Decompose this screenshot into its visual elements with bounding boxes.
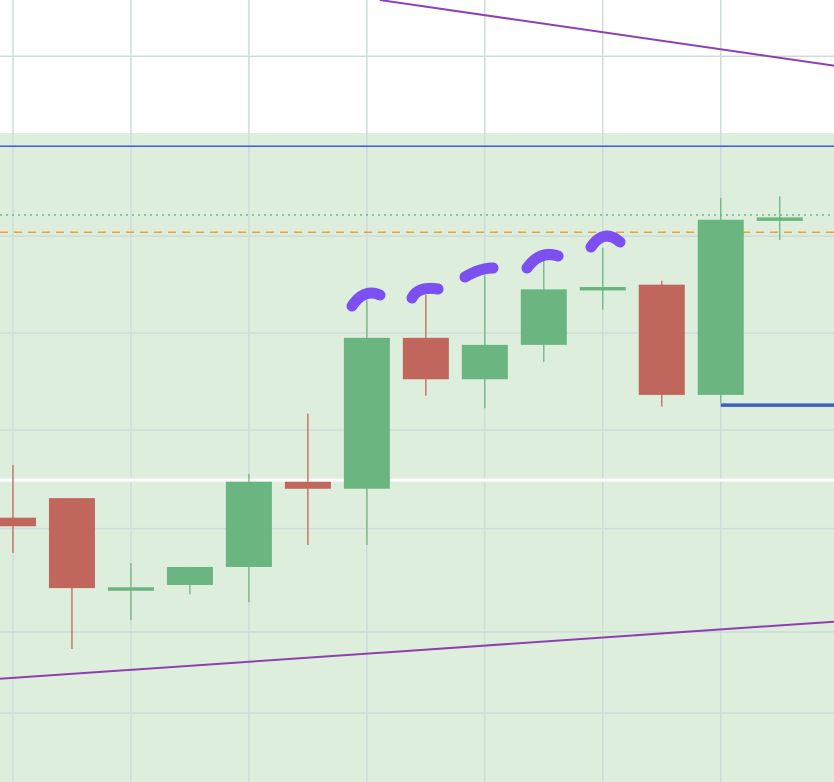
trend-line — [0, 620, 834, 680]
trend-line — [379, 0, 834, 67]
annotations — [346, 230, 626, 312]
arc-annotation — [585, 230, 626, 253]
candle-body — [579, 286, 626, 291]
candle-body — [107, 587, 154, 591]
candle-body — [225, 481, 272, 567]
candle-body — [343, 337, 390, 489]
candle-body — [284, 481, 331, 489]
candle-body — [461, 344, 508, 380]
candle-body — [402, 337, 449, 380]
shade — [0, 132, 834, 782]
candle-body — [48, 498, 95, 589]
arc-annotation — [406, 282, 444, 304]
candle-body — [0, 517, 36, 527]
candle-body — [697, 219, 744, 395]
candle-body — [756, 217, 803, 221]
arc-annotation — [459, 262, 499, 283]
candle-body — [520, 289, 567, 345]
arc-annotation — [346, 287, 386, 312]
arc-annotation — [521, 249, 564, 274]
candle-body — [638, 284, 685, 395]
candle-body — [166, 566, 213, 585]
